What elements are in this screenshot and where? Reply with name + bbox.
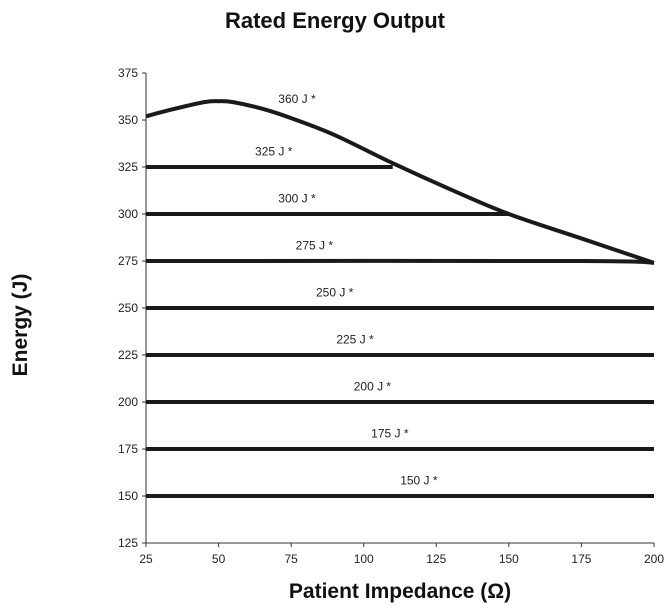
series-label: 200 J * (354, 380, 392, 394)
series-line-360j (145, 99, 655, 265)
x-axis-title: Patient Impedance (Ω) (288, 580, 512, 603)
x-tick-label: 150 (499, 552, 519, 566)
x-tick-label: 175 (571, 552, 591, 566)
series-label: 250 J * (316, 286, 354, 300)
series-label: 300 J * (278, 192, 316, 206)
x-tick-label: 75 (284, 552, 298, 566)
x-tick-label: 50 (212, 552, 226, 566)
chart-title: Rated Energy Output (224, 8, 445, 33)
series-label: 225 J * (336, 333, 374, 347)
series-label: 360 J * (278, 92, 316, 106)
y-tick-label: 325 (118, 160, 138, 174)
y-tick-label: 175 (118, 442, 138, 456)
series-label: 325 J * (255, 145, 293, 159)
x-tick-label: 100 (354, 552, 374, 566)
series-line-275j (145, 258, 655, 265)
y-tick-label: 225 (118, 348, 138, 362)
series-label: 175 J * (371, 427, 409, 441)
y-tick-label: 300 (118, 207, 138, 221)
x-tick-label: 25 (139, 552, 153, 566)
series-layer: 360 J * 325 J * 300 J * 275 J * 250 J * 225 J… (145, 92, 655, 498)
y-tick-label: 275 (118, 254, 138, 268)
x-tick-label: 200 (644, 552, 664, 566)
y-tick-label: 125 (118, 536, 138, 550)
x-tick-label: 125 (426, 552, 446, 566)
y-tick-label: 375 (118, 66, 138, 80)
series-label: 150 J * (400, 474, 438, 488)
y-tick-label: 200 (118, 395, 138, 409)
chart-axes: 125 150 175 200 225 250 275 300 325 350 375 25 50 75 1… (118, 66, 664, 566)
y-tick-label: 250 (118, 301, 138, 315)
series-label: 275 J * (296, 239, 334, 253)
y-tick-label: 150 (118, 489, 138, 503)
y-tick-label: 350 (118, 113, 138, 127)
